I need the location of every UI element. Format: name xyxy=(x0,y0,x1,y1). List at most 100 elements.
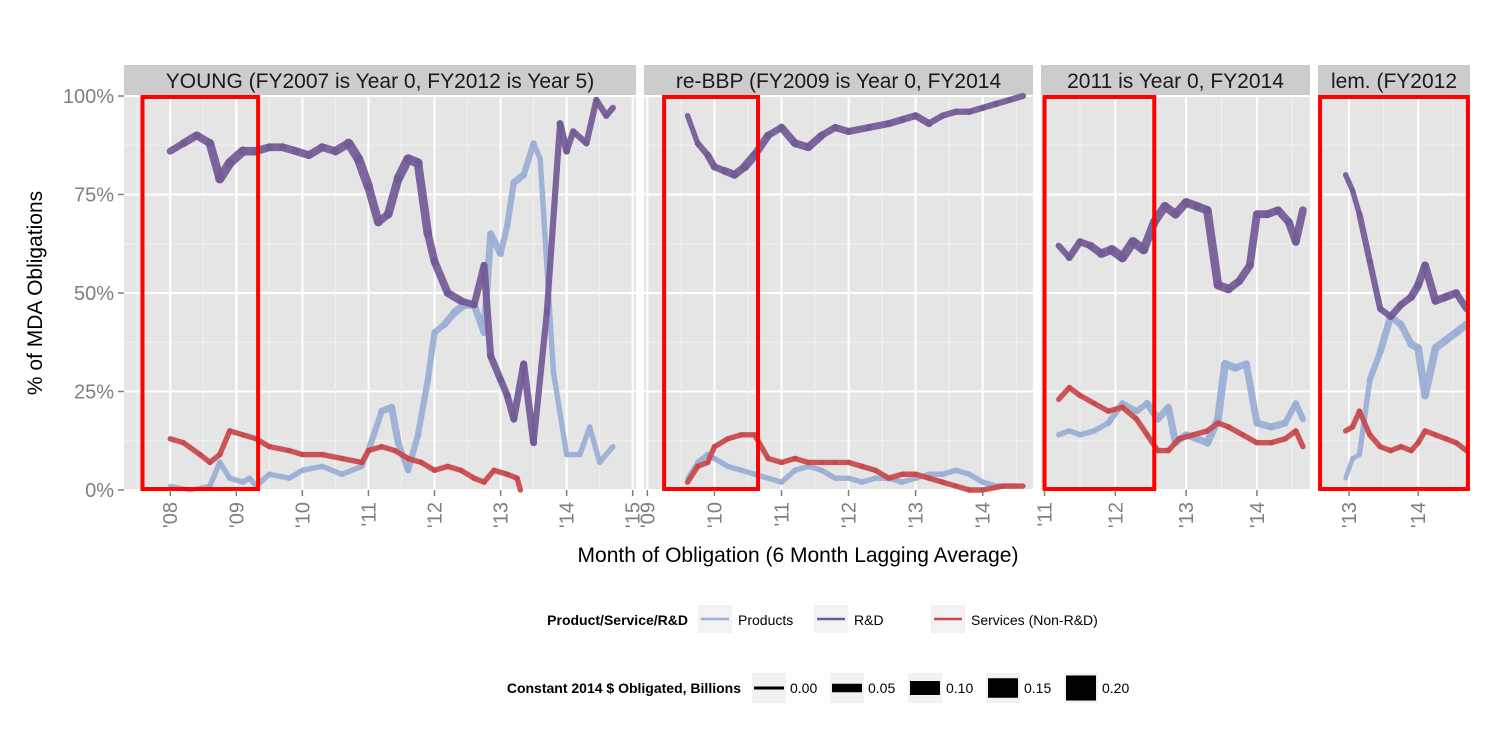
series-segment xyxy=(413,158,433,239)
series-segment xyxy=(1366,258,1384,312)
legend-size-label: 0.20 xyxy=(1102,680,1129,696)
x-tick-label: '12 xyxy=(1105,502,1127,528)
series-segment xyxy=(1240,432,1260,446)
series-segment xyxy=(1421,261,1440,305)
series-segment xyxy=(339,463,365,477)
x-tick-label: '11 xyxy=(358,502,380,527)
series-segment xyxy=(497,222,511,257)
y-tick-label: 50% xyxy=(74,283,114,305)
legend-size-title: Constant 2014 $ Obligated, Billions xyxy=(507,680,741,696)
series-segment xyxy=(583,96,600,147)
series-segment xyxy=(1293,428,1306,450)
panel-3: 2011 is Year 0, FY2014 '11 '12 '13 '14 xyxy=(1035,65,1310,528)
panel-4: lem. (FY2012 '13 '14 xyxy=(1318,65,1470,528)
legend-size-swatch xyxy=(910,681,940,695)
series-segment xyxy=(1342,172,1356,194)
legend-size-item: 0.00 xyxy=(752,673,817,703)
series-segment xyxy=(388,403,402,447)
highlight-box xyxy=(1318,95,1470,491)
series-segment xyxy=(424,329,438,383)
x-tick-label: '13 xyxy=(1176,502,1198,528)
x-tick-label: '14 xyxy=(1408,502,1430,528)
series-segment xyxy=(319,451,345,462)
series-services-non-r-d xyxy=(1342,408,1470,454)
series-segment xyxy=(1376,313,1395,356)
series-r-d xyxy=(684,92,1027,179)
panel-strip xyxy=(124,65,636,95)
series-segment xyxy=(353,154,374,192)
y-tick-label: 100% xyxy=(63,86,114,108)
highlight-box xyxy=(1042,95,1157,491)
series-segment xyxy=(530,140,543,162)
legend-size-swatch xyxy=(754,686,784,690)
series-group xyxy=(684,92,1027,493)
series-segment xyxy=(1245,210,1261,270)
x-tick-label: '13 xyxy=(906,502,928,528)
series-segment xyxy=(1452,320,1470,337)
x-tick-label: '09 xyxy=(226,502,248,528)
series-segment xyxy=(404,431,422,474)
x-tick-label: '10 xyxy=(704,502,726,528)
series-segment xyxy=(1291,206,1307,246)
series-segment xyxy=(180,440,203,458)
panel-strip xyxy=(644,65,1033,95)
series-segment xyxy=(266,443,292,454)
series-segment xyxy=(705,443,718,466)
series-segment xyxy=(543,120,564,316)
series-segment xyxy=(1349,187,1363,217)
legend-size-label: 0.05 xyxy=(868,680,895,696)
panel-strip-label: re-BBP (FY2009 is Year 0, FY2014 xyxy=(676,70,1002,93)
x-axis-ticks: '09 '10 '11 '12 '13 '14 xyxy=(637,490,995,528)
series-group xyxy=(166,96,616,493)
legend-size-swatch xyxy=(988,678,1018,698)
series-segment xyxy=(684,463,701,485)
x-tick-label: '10 xyxy=(292,502,314,528)
series-segment xyxy=(1119,404,1140,422)
x-axis-ticks: '11 '12 '13 '14 xyxy=(1035,490,1269,528)
legend-color-title: Product/Service/R&D xyxy=(547,612,688,628)
series-segment xyxy=(1356,408,1373,438)
series-segment xyxy=(430,257,452,297)
x-axis-ticks: '08 '09 '10 '11 '12 '13 '14 '15 xyxy=(160,490,645,528)
series-segment xyxy=(1421,344,1440,400)
panel-strip-label: YOUNG (FY2007 is Year 0, FY2012 is Year … xyxy=(166,70,594,93)
series-services-non-r-d xyxy=(167,428,524,493)
panel-strip-label: 2011 is Year 0, FY2014 xyxy=(1067,70,1284,93)
legend-size-swatch xyxy=(1066,675,1096,701)
x-tick-label: '13 xyxy=(1339,502,1361,528)
series-segment xyxy=(1133,416,1150,438)
series-segment xyxy=(1006,92,1027,104)
y-tick-label: 75% xyxy=(74,185,114,207)
series-segment xyxy=(339,455,365,466)
panel-strip xyxy=(1041,65,1310,95)
x-tick-label: '15 xyxy=(623,502,645,528)
series-segment xyxy=(520,140,537,178)
series-segment xyxy=(207,459,223,489)
series-segment xyxy=(364,182,383,227)
series-segment xyxy=(1077,392,1097,407)
series-segment xyxy=(537,156,557,375)
series-r-d xyxy=(1342,172,1470,321)
series-segment xyxy=(423,229,439,266)
x-tick-label: '14 xyxy=(1247,502,1269,528)
x-axis-title: Month of Obligation (6 Month Lagging Ave… xyxy=(578,544,1019,567)
series-products xyxy=(1343,313,1470,481)
series-segment xyxy=(1452,289,1470,313)
legend-size-item: 0.10 xyxy=(908,673,973,703)
legend-item-r-d: R&D xyxy=(814,605,884,633)
series-segment xyxy=(1453,440,1470,454)
legend-item-products: Products xyxy=(698,605,793,633)
panel-1: YOUNG (FY2007 is Year 0, FY2012 is Year … xyxy=(124,65,645,528)
series-segment xyxy=(1214,360,1229,423)
series-segment xyxy=(1164,403,1179,447)
series-segment xyxy=(487,352,505,384)
legend-size-swatch xyxy=(832,683,862,693)
legend-size-item: 0.20 xyxy=(1064,673,1129,703)
series-segment xyxy=(563,128,577,155)
series-segment xyxy=(299,463,325,473)
series-segment xyxy=(504,179,517,230)
highlight-box xyxy=(662,95,761,491)
panel-2: re-BBP (FY2009 is Year 0, FY2014 '09 '10 '1… xyxy=(637,65,1033,528)
y-axis-title: % of MDA Obligations xyxy=(24,191,47,395)
